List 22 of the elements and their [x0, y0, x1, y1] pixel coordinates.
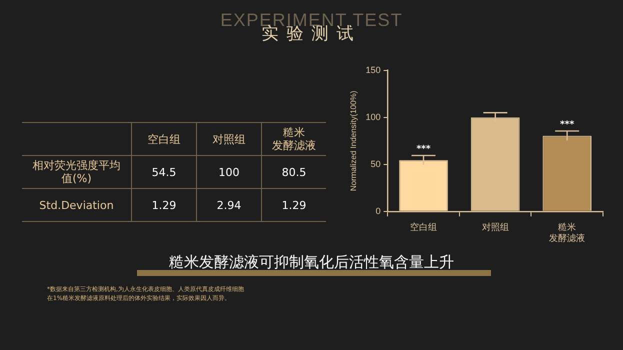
text: 2.94	[196, 188, 262, 222]
annotation: ***	[560, 120, 574, 130]
annotation: ***	[416, 144, 431, 154]
category-label: 对照组	[196, 122, 262, 156]
y-tick-label: 50	[370, 158, 381, 169]
text: Std.Deviation	[22, 188, 132, 222]
y-axis-title: Normalized Indensity(100%)	[349, 90, 358, 192]
x-tick-label: 对照组	[482, 222, 509, 234]
category-label: 糙米发酵滤液	[262, 122, 326, 156]
text: 80.5	[262, 156, 326, 188]
text: 1.29	[262, 188, 326, 222]
y-tick-label: 0	[376, 206, 381, 216]
y-tick-label: 100	[366, 112, 381, 122]
x-tick-label: 空白组	[410, 222, 438, 234]
text: 糙米发酵滤液可抑制氧化后活性氧含量上升	[168, 253, 455, 272]
x-tick-label: 糙米发酵滤液	[549, 222, 586, 244]
text: 相对荧光强度平均值(%)	[22, 156, 132, 188]
y-tick-label: 150	[366, 64, 381, 75]
text: 100	[196, 156, 262, 188]
category-label: 空白组	[132, 122, 196, 156]
text: 54.5	[132, 156, 196, 188]
text: 1.29	[132, 188, 196, 222]
